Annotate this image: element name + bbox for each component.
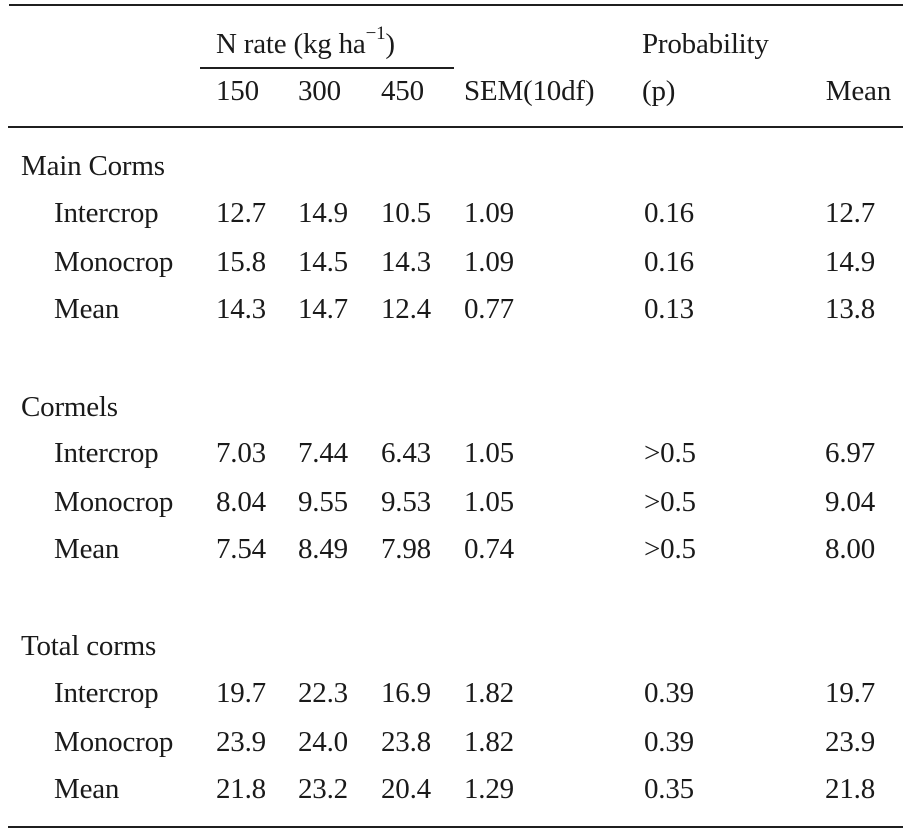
cell-sem: 1.09 [464,197,514,229]
cell-p: >0.5 [644,533,696,565]
row-label: Intercrop [54,437,159,469]
cell-mean: 9.04 [825,486,875,518]
cell-mean: 13.8 [825,293,875,325]
section-title: Total corms [21,630,157,662]
cell-sem: 1.29 [464,773,514,805]
section-title: Cormels [21,391,118,423]
cell-150: 12.7 [216,197,266,229]
row-label: Monocrop [54,246,174,278]
probability-header: Probability [642,28,769,60]
cell-mean: 8.00 [825,533,875,565]
cell-p: 0.16 [644,197,694,229]
cell-mean: 19.7 [825,677,875,709]
cell-150: 8.04 [216,486,266,518]
cell-300: 22.3 [298,677,348,709]
row-label: Monocrop [54,486,174,518]
cell-p: 0.35 [644,773,694,805]
cell-mean: 23.9 [825,726,875,758]
header-rule [8,126,903,128]
cell-p: 0.39 [644,677,694,709]
cell-p: >0.5 [644,486,696,518]
cell-300: 14.5 [298,246,348,278]
column-header-150: 150 [216,75,259,107]
row-label: Monocrop [54,726,174,758]
cell-mean: 6.97 [825,437,875,469]
cell-450: 14.3 [381,246,431,278]
row-label: Mean [54,293,120,325]
column-header-300: 300 [298,75,341,107]
cell-sem: 1.82 [464,726,514,758]
cell-sem: 0.77 [464,293,514,325]
cell-150: 7.54 [216,533,266,565]
cell-450: 10.5 [381,197,431,229]
cell-150: 23.9 [216,726,266,758]
cell-150: 14.3 [216,293,266,325]
cell-150: 21.8 [216,773,266,805]
row-label: Mean [54,533,120,565]
cell-450: 7.98 [381,533,431,565]
column-header-sem: SEM(10df) [464,75,595,107]
cell-p: >0.5 [644,437,696,469]
column-header-mean: Mean [825,75,891,107]
cell-sem: 1.09 [464,246,514,278]
cell-150: 19.7 [216,677,266,709]
cell-mean: 21.8 [825,773,875,805]
column-header-p: (p) [642,75,676,107]
n-rate-underline [200,67,454,69]
cell-300: 8.49 [298,533,348,565]
cell-450: 20.4 [381,773,431,805]
cell-sem: 0.74 [464,533,514,565]
row-label: Intercrop [54,197,159,229]
row-label: Mean [54,773,120,805]
cell-300: 9.55 [298,486,348,518]
section-title: Main Corms [21,150,165,182]
cell-450: 9.53 [381,486,431,518]
cell-450: 12.4 [381,293,431,325]
cell-450: 6.43 [381,437,431,469]
cell-sem: 1.05 [464,486,514,518]
cell-mean: 14.9 [825,246,875,278]
cell-p: 0.39 [644,726,694,758]
cell-300: 7.44 [298,437,348,469]
cell-sem: 1.82 [464,677,514,709]
cell-sem: 1.05 [464,437,514,469]
cell-150: 7.03 [216,437,266,469]
cell-450: 23.8 [381,726,431,758]
cell-p: 0.13 [644,293,694,325]
row-label: Intercrop [54,677,159,709]
column-header-450: 450 [381,75,424,107]
cell-300: 23.2 [298,773,348,805]
cell-p: 0.16 [644,246,694,278]
table-bottom-rule [8,826,903,828]
table-top-rule [9,4,903,6]
cell-mean: 12.7 [825,197,875,229]
cell-300: 24.0 [298,726,348,758]
n-rate-header: N rate (kg ha−1) [216,23,395,60]
cell-450: 16.9 [381,677,431,709]
cell-300: 14.9 [298,197,348,229]
cell-150: 15.8 [216,246,266,278]
cell-300: 14.7 [298,293,348,325]
